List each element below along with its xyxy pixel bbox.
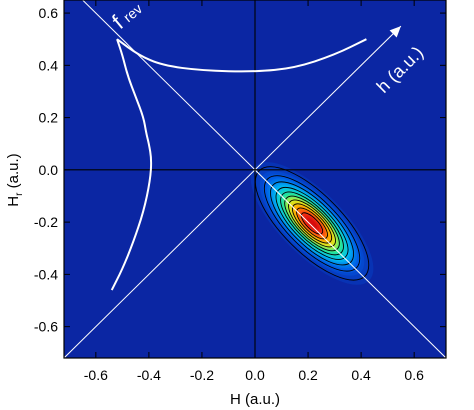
y-tick-label: -0.2: [34, 214, 58, 230]
x-axis-label: H (a.u.): [230, 391, 280, 408]
y-axis-label-unit: (a.u.): [5, 153, 22, 192]
y-tick-label: -0.4: [34, 266, 58, 282]
y-tick-label: 0.6: [39, 5, 59, 21]
contour-line: [296, 207, 328, 240]
contour-lines: [254, 166, 370, 281]
x-tick-label: 0.4: [351, 367, 371, 383]
y-tick-label: 0.4: [39, 57, 59, 73]
x-tick-label: 0.0: [245, 367, 265, 383]
contour-line: [292, 203, 333, 244]
svg-text:Hr (a.u.): Hr (a.u.): [5, 153, 25, 206]
contour-line: [284, 195, 340, 252]
y-axis-label-main: H: [5, 196, 22, 207]
y-axis-label-sub: r: [14, 192, 25, 196]
x-tick-label: -0.6: [84, 367, 108, 383]
y-tick-label: 0.0: [39, 162, 59, 178]
y-tick-label: -0.6: [34, 319, 58, 335]
frev-curve-upper: [116, 38, 367, 73]
x-tick-label: 0.2: [298, 367, 318, 383]
x-tick-label: -0.2: [190, 367, 214, 383]
x-tick-label: 0.6: [404, 367, 424, 383]
contour-line: [288, 199, 336, 248]
x-tick-label: -0.4: [137, 367, 161, 383]
h_r-axis-line: [81, 0, 446, 358]
contour-line: [254, 166, 370, 281]
h-axis-line: [64, 25, 402, 358]
frev-curve-left: [110, 38, 153, 291]
contour-line: [275, 187, 349, 260]
axis-ticks: -0.6 -0.4 -0.2 0.0 0.2 0.4 0.6 0.6 0.4 0.2 0.0 -0.2…: [34, 0, 446, 383]
heatmap-band: [306, 218, 318, 229]
y-axis-label: Hr (a.u.): [5, 153, 25, 206]
contour-line: [270, 181, 355, 266]
h-axis-arrowhead: [389, 26, 401, 38]
contour-line: [300, 212, 324, 235]
frev-curves: [110, 38, 367, 291]
contour-line: [263, 175, 361, 272]
density-heatmap: [250, 162, 374, 285]
contour-line: [280, 191, 344, 256]
reference-lines: [64, 0, 446, 358]
y-tick-label: 0.2: [39, 110, 59, 126]
